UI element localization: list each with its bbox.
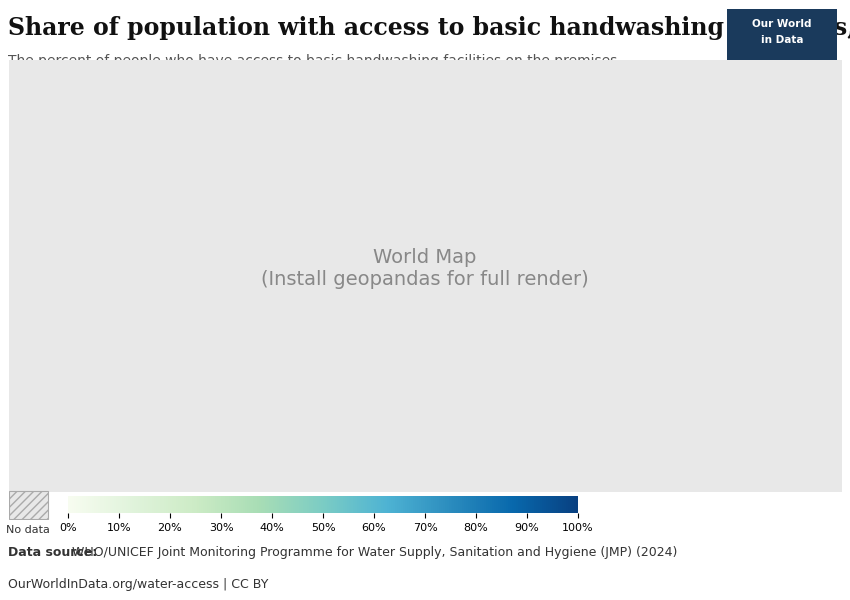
Text: The percent of people who have access to basic handwashing facilities on the pre: The percent of people who have access to… xyxy=(8,53,622,68)
Text: Our World: Our World xyxy=(752,19,812,29)
Text: World Map
(Install geopandas for full render): World Map (Install geopandas for full re… xyxy=(261,248,589,289)
FancyBboxPatch shape xyxy=(727,62,837,69)
Text: OurWorldInData.org/water-access | CC BY: OurWorldInData.org/water-access | CC BY xyxy=(8,578,269,592)
FancyBboxPatch shape xyxy=(8,491,48,518)
Text: WHO/UNICEF Joint Monitoring Programme for Water Supply, Sanitation and Hygiene (: WHO/UNICEF Joint Monitoring Programme fo… xyxy=(69,546,677,559)
Text: Data source:: Data source: xyxy=(8,546,98,559)
Text: No data: No data xyxy=(6,525,50,535)
FancyBboxPatch shape xyxy=(727,9,837,62)
Text: Share of population with access to basic handwashing facilities, 2022: Share of population with access to basic… xyxy=(8,16,850,40)
Text: in Data: in Data xyxy=(761,35,803,45)
